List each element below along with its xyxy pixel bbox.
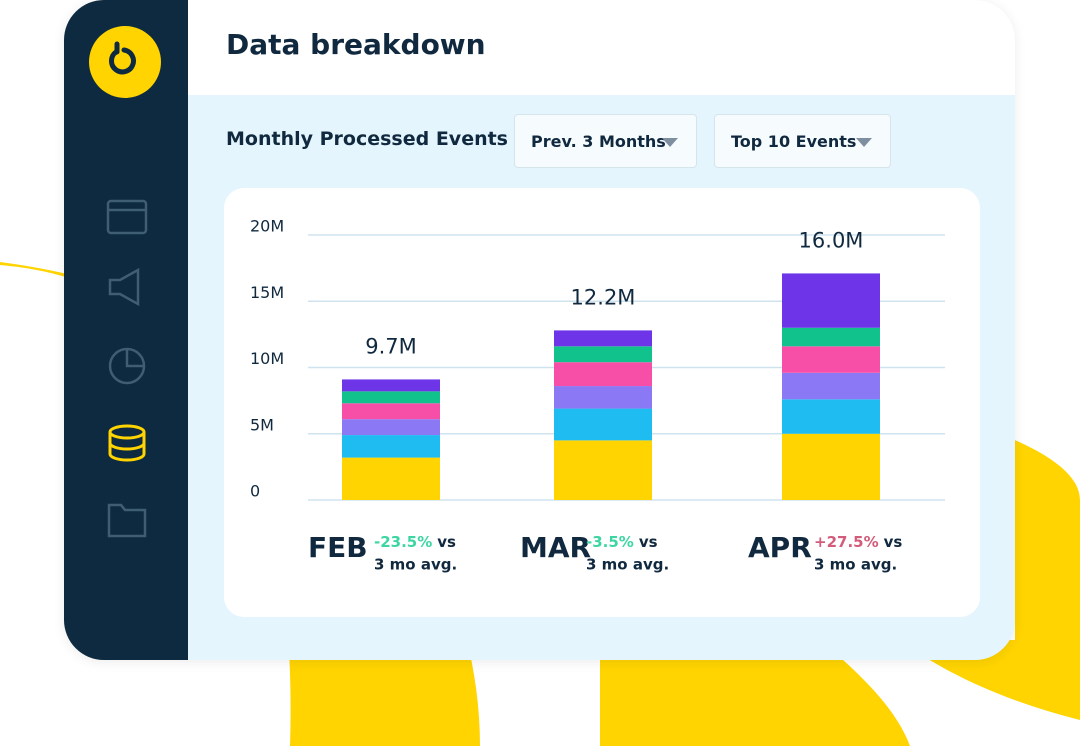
bar-segment — [782, 433, 880, 500]
comparison-suffix: vs — [639, 533, 658, 551]
total-label: 9.7M — [365, 334, 417, 358]
bar-segment — [782, 273, 880, 328]
change-value: -3.5% — [586, 533, 634, 551]
category-label: APR — [748, 531, 812, 564]
comparison: +27.5% vs — [814, 533, 902, 551]
y-tick-label: 0 — [250, 482, 260, 501]
bar-segment — [342, 435, 440, 458]
comparison-note: 3 mo avg. — [814, 556, 897, 574]
dropdown[interactable]: Top 10 Events — [714, 114, 891, 168]
y-tick-label: 15M — [250, 283, 284, 302]
bar-segment — [782, 327, 880, 347]
bar-segment — [782, 346, 880, 373]
bar-segment — [554, 386, 652, 409]
dropdown[interactable]: Prev. 3 Months — [514, 114, 697, 168]
bar-segment — [554, 408, 652, 441]
bar-segment — [554, 346, 652, 363]
section-label: Monthly Processed Events — [226, 128, 508, 150]
comparison: -3.5% vs — [586, 533, 658, 551]
bar-segment — [342, 391, 440, 404]
bar-segment — [554, 330, 652, 347]
bar-segment — [342, 457, 440, 500]
header — [188, 0, 1015, 95]
bar-segment — [342, 379, 440, 392]
bar-segment — [782, 372, 880, 400]
change-value: +27.5% — [814, 533, 879, 551]
category-label: MAR — [520, 531, 591, 564]
comparison-suffix: vs — [884, 533, 903, 551]
bar-segment — [782, 399, 880, 434]
comparison-suffix: vs — [437, 533, 456, 551]
change-value: -23.5% — [374, 533, 432, 551]
sidebar — [64, 0, 188, 660]
y-tick-label: 10M — [250, 349, 284, 368]
comparison: -23.5% vs — [374, 533, 456, 551]
bar-segment — [342, 403, 440, 420]
app-window: Data breakdown Monthly Processed Events … — [64, 0, 1015, 660]
chart: 0 5M 10M 15M 20M 9.7M FEB -23.5% vs 3 mo avg. 12.2… — [250, 217, 945, 574]
comparison-note: 3 mo avg. — [586, 556, 669, 574]
sidebar-icons — [89, 26, 161, 538]
y-tick-label: 5M — [250, 415, 274, 434]
y-tick-label: 20M — [250, 217, 284, 236]
total-label: 16.0M — [799, 228, 864, 252]
bar-segment — [342, 419, 440, 436]
bar-segment — [554, 362, 652, 387]
total-label: 12.2M — [571, 285, 636, 309]
comparison-note: 3 mo avg. — [374, 556, 457, 574]
category-label: FEB — [308, 531, 368, 564]
page-title: Data breakdown — [226, 28, 486, 61]
bar-segment — [554, 440, 652, 500]
chart-card: 0 5M 10M 15M 20M 9.7M FEB -23.5% vs 3 mo avg. 12.2… — [224, 188, 980, 617]
